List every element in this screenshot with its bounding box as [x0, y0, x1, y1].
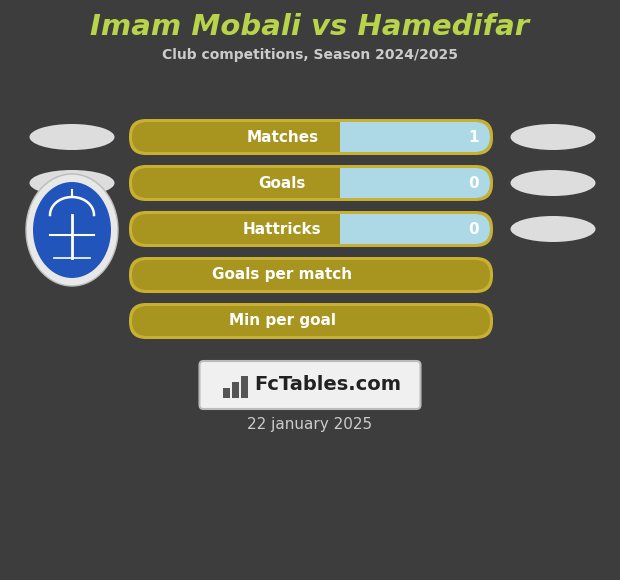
Ellipse shape — [30, 216, 115, 242]
Ellipse shape — [30, 124, 115, 150]
Bar — [326, 122, 340, 152]
Ellipse shape — [510, 216, 595, 242]
FancyBboxPatch shape — [132, 214, 490, 244]
Text: 1: 1 — [469, 129, 479, 144]
Ellipse shape — [33, 182, 111, 278]
FancyBboxPatch shape — [132, 306, 490, 336]
FancyBboxPatch shape — [326, 168, 490, 198]
Ellipse shape — [510, 124, 595, 150]
Ellipse shape — [510, 170, 595, 196]
Text: Goals: Goals — [259, 176, 306, 190]
Ellipse shape — [30, 170, 115, 196]
FancyBboxPatch shape — [326, 122, 490, 152]
Text: 22 january 2025: 22 january 2025 — [247, 418, 373, 433]
Text: 0: 0 — [469, 222, 479, 237]
FancyBboxPatch shape — [129, 119, 493, 155]
FancyBboxPatch shape — [132, 168, 490, 198]
Text: Goals per match: Goals per match — [212, 267, 352, 282]
Text: Imam Mobali vs Hamedifar: Imam Mobali vs Hamedifar — [91, 13, 529, 41]
Bar — [326, 214, 340, 244]
Bar — [231, 382, 239, 398]
Text: Hattricks: Hattricks — [243, 222, 322, 237]
FancyBboxPatch shape — [200, 361, 420, 409]
Ellipse shape — [26, 174, 118, 286]
Bar — [241, 376, 247, 398]
FancyBboxPatch shape — [129, 303, 493, 339]
FancyBboxPatch shape — [326, 214, 490, 244]
Bar — [326, 168, 340, 198]
FancyBboxPatch shape — [132, 260, 490, 290]
FancyBboxPatch shape — [129, 211, 493, 247]
Text: Min per goal: Min per goal — [229, 314, 336, 328]
Text: Matches: Matches — [246, 129, 319, 144]
FancyBboxPatch shape — [129, 257, 493, 293]
FancyBboxPatch shape — [129, 165, 493, 201]
Bar — [223, 388, 229, 398]
Text: FcTables.com: FcTables.com — [254, 375, 402, 393]
Text: Club competitions, Season 2024/2025: Club competitions, Season 2024/2025 — [162, 48, 458, 62]
Text: 0: 0 — [469, 176, 479, 190]
FancyBboxPatch shape — [132, 122, 490, 152]
